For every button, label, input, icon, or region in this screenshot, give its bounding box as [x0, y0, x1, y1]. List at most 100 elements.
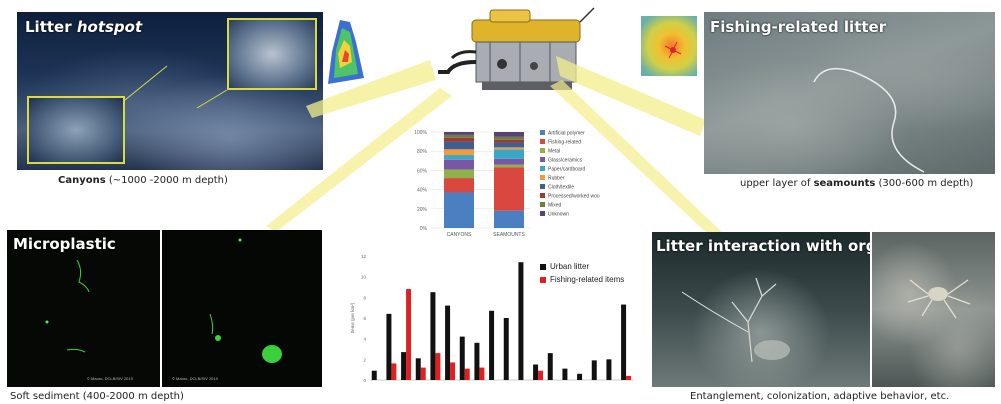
legend-fishing-swatch — [540, 276, 546, 283]
stacked-legend-swatch — [540, 166, 545, 171]
grouped-bar — [606, 359, 612, 380]
seamount-bathymetry-map — [641, 16, 697, 76]
grouped-ytick-label: 6 — [363, 316, 366, 321]
stacked-ytick-label: 40% — [417, 188, 428, 194]
stacked-legend-label: Processed/worked wood — [548, 194, 600, 200]
grouped-ytick-label: 2 — [363, 357, 366, 362]
microplastic-credit-left: © Mauro, DCLB/SIV 2019 — [87, 376, 133, 381]
stacked-bar-segment — [444, 155, 474, 160]
grouped-bar — [415, 358, 421, 380]
coral-entanglement — [681, 277, 790, 363]
grouped-bar — [420, 367, 426, 380]
stacked-bar-segment — [494, 158, 524, 165]
grouped-bar — [547, 353, 553, 380]
grouped-bar — [445, 305, 451, 380]
stacked-legend-swatch — [540, 139, 545, 144]
grouped-bar — [621, 304, 627, 380]
organisms-photo-left: Litter interaction with organisms — [652, 232, 870, 387]
stacked-category-label: SEAMOUNTS — [493, 232, 525, 236]
stacked-ytick-label: 60% — [417, 168, 428, 174]
microplastic-caption: Soft sediment (400-2000 m depth) — [10, 391, 184, 402]
stacked-bar-segment — [494, 142, 524, 148]
grouped-bar — [489, 310, 495, 380]
litter-density-bar-chart: 0 2 4 6 8 10 12 Items (per km²) — [350, 254, 634, 383]
organisms-title: Litter interaction with organisms — [656, 237, 870, 255]
grouped-bar — [562, 368, 568, 380]
stacked-bar-segment — [444, 192, 474, 228]
stacked-ytick-label: 80% — [417, 149, 428, 155]
stacked-legend-label: Fishing-related — [548, 140, 581, 146]
canyons-caption: Canyons (~1000 -2000 m depth) — [58, 175, 228, 186]
stacked-bar-segment — [494, 147, 524, 150]
composition-stacked-chart: 0% 20% 40% 60% 80% 100% CANYONS SEAMOUNTS Artifi… — [414, 130, 600, 236]
stacked-bar-segment — [444, 169, 474, 179]
organisms-photo-right — [872, 232, 995, 387]
organisms-caption: Entanglement, colonization, adaptive beh… — [690, 391, 950, 402]
grouped-bar — [459, 336, 465, 380]
canyons-connector-lines — [124, 65, 228, 109]
stacked-legend-swatch — [540, 130, 545, 135]
stacked-bar-segment — [494, 210, 524, 228]
grouped-ytick-label: 10 — [361, 275, 367, 280]
fishing-photo: Fishing-related litter — [704, 12, 995, 174]
canyons-title: Litter hotspot — [25, 18, 143, 36]
stacked-bar-segment — [444, 134, 474, 138]
seamount-marker-icon — [664, 41, 682, 59]
grouped-bar — [450, 362, 456, 380]
stacked-legend-label: Paper/cardboard — [548, 167, 585, 173]
grouped-ytick-label: 12 — [361, 254, 367, 259]
stacked-legend-swatch — [540, 193, 545, 198]
fishing-line — [813, 67, 925, 173]
grouped-bar — [386, 313, 392, 380]
stacked-legend-label: Artificial polymer — [548, 131, 585, 137]
stacked-bar-segment — [494, 139, 524, 143]
grouped-bar — [479, 367, 485, 380]
microplastic-photo-right: © Mauro, DCLB/SIV 2019 — [162, 230, 322, 387]
stacked-legend-swatch — [540, 211, 545, 216]
stacked-bar-segment — [444, 149, 474, 156]
stacked-legend-label: Rubber — [548, 176, 565, 182]
grouped-ytick-label: 8 — [363, 295, 366, 300]
grouped-bar — [464, 368, 470, 380]
stacked-bar-segment — [494, 164, 524, 168]
stacked-bar-segment — [444, 132, 474, 135]
microplastic-particles-right — [209, 238, 282, 363]
microplastic-photo-left: Microplastic © Mauro, DCLB/SIV 2019 — [7, 230, 160, 387]
stacked-bar-segment — [444, 159, 474, 170]
legend-urban-swatch — [540, 263, 546, 270]
stacked-legend-swatch — [540, 148, 545, 153]
grouped-y-axis-label: Items (per km²) — [350, 302, 355, 333]
canyons-inset-right — [227, 18, 317, 90]
canyons-photo: Litter hotspot — [17, 12, 323, 170]
stacked-legend-swatch — [540, 157, 545, 162]
stacked-bar-segment — [444, 178, 474, 193]
grouped-bar — [538, 370, 544, 380]
microplastic-fibers-left — [45, 259, 90, 353]
canyon-bathymetry-map — [328, 20, 364, 84]
grouped-bar — [401, 352, 407, 380]
stacked-ytick-label: 0% — [420, 226, 428, 232]
grouped-bar — [391, 363, 397, 380]
stacked-legend-swatch — [540, 202, 545, 207]
stacked-bar-segment — [444, 137, 474, 142]
stacked-legend-label: Glass/ceramics — [548, 158, 583, 164]
canyons-inset-left — [27, 96, 125, 164]
grouped-bar — [430, 292, 436, 380]
stacked-legend-label: Mixed — [548, 203, 562, 209]
microplastic-credit-right: © Mauro, DCLB/SIV 2019 — [172, 376, 218, 381]
grouped-bar — [577, 373, 583, 380]
grouped-bar — [503, 318, 509, 380]
stacked-legend-swatch — [540, 184, 545, 189]
legend-urban-litter: Urban litter — [540, 262, 589, 271]
stacked-legend-label: Cloth/textile — [548, 185, 574, 191]
legend-fishing-label: Fishing-related items — [550, 275, 625, 284]
grouped-bar — [518, 262, 524, 380]
stacked-category-label: CANYONS — [447, 232, 472, 236]
legend-fishing-items: Fishing-related items — [540, 275, 624, 284]
grouped-bar — [435, 353, 441, 380]
rov-vehicle — [438, 7, 595, 90]
grouped-bar — [474, 342, 480, 380]
stacked-legend-label: Unknown — [548, 212, 569, 218]
stacked-legend-swatch — [540, 175, 545, 180]
